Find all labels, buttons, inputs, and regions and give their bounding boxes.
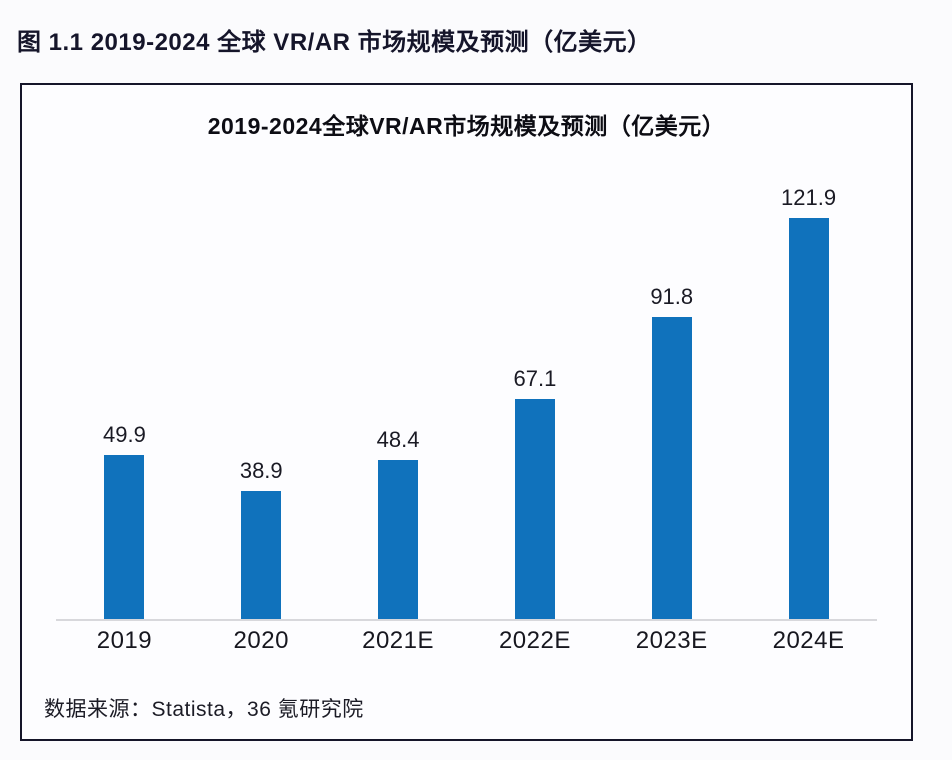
figure-caption: 图 1.1 2019-2024 全球 VR/AR 市场规模及预测（亿美元）	[17, 29, 652, 56]
x-axis-label: 2019	[96, 627, 153, 654]
x-axis-label: 2024E	[772, 627, 845, 654]
bar-value-label: 48.4	[376, 427, 420, 452]
bar-column: 91.8	[603, 161, 740, 619]
bar-column: 49.9	[56, 161, 193, 619]
bar-column: 38.9	[193, 161, 330, 619]
bar-value-label: 121.9	[781, 185, 837, 210]
bar-column: 121.9	[740, 161, 877, 619]
bar	[378, 460, 419, 619]
bar	[104, 455, 145, 619]
bar	[241, 491, 282, 619]
bar-value-label: 49.9	[103, 422, 146, 447]
source-note: 数据来源：Statista，36 氪研究院	[44, 698, 364, 721]
chart-frame: 2019-2024全球VR/AR市场规模及预测（亿美元） 49.9 38.9 48.…	[20, 83, 913, 741]
bar-value-label: 67.1	[513, 366, 557, 391]
bar-column: 67.1	[466, 161, 603, 619]
x-axis-label: 2023E	[635, 627, 708, 654]
x-axis-label: 2021E	[362, 627, 435, 654]
bar-value-label: 38.9	[239, 458, 283, 483]
bar	[651, 317, 692, 619]
chart-title: 2019-2024全球VR/AR市场规模及预测（亿美元）	[207, 113, 726, 139]
x-axis-label: 2020	[233, 627, 289, 654]
bar-value-label: 91.8	[650, 284, 694, 309]
bar	[788, 218, 829, 619]
bar-plot-area: 49.9 38.9 48.4 67.1 91.8 121.9	[56, 161, 877, 621]
bar-column: 48.4	[330, 161, 467, 619]
bar	[514, 399, 555, 619]
x-axis-label: 2022E	[498, 627, 571, 654]
x-axis-labels: 2019 2020 2021E 2022E 2023E 2024E	[56, 627, 877, 655]
